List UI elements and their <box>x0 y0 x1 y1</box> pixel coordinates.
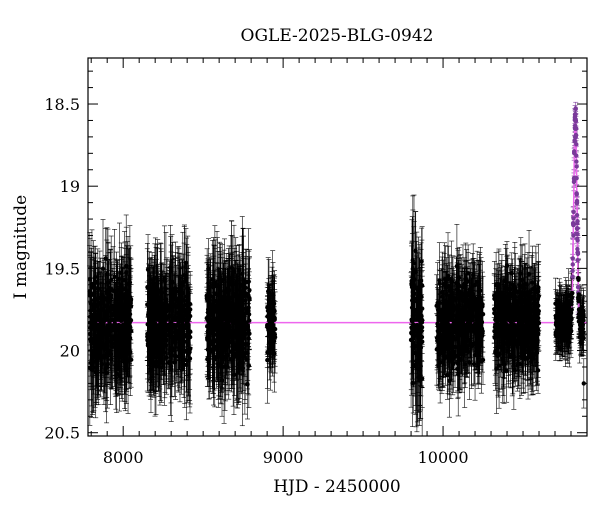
chart-title: OGLE-2025-BLG-0942 <box>241 26 434 46</box>
error-bars <box>87 101 587 436</box>
plot-area <box>87 101 587 436</box>
